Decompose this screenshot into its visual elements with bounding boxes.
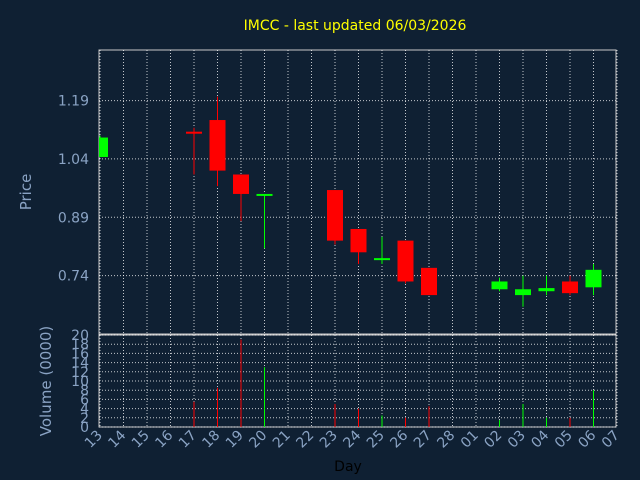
- candle-body: [397, 240, 414, 282]
- volume-tick-label: 20: [71, 328, 89, 344]
- x-tick-label: 19: [223, 428, 247, 452]
- x-tick-label: 15: [129, 428, 153, 452]
- volume-tick-label: 6: [80, 392, 89, 408]
- volume-tick-label: 2: [80, 411, 89, 427]
- x-tick-label: 18: [199, 428, 223, 452]
- volume-tick-label: 12: [71, 365, 89, 381]
- x-tick-label: 03: [505, 428, 529, 452]
- volume-tick-label: 4: [80, 402, 89, 418]
- x-tick-label: 02: [481, 428, 505, 452]
- price-panel: [98, 49, 617, 335]
- price-tick-label: 0.89: [58, 210, 89, 226]
- x-tick-label: 24: [340, 427, 364, 451]
- x-tick-label: 01: [458, 428, 482, 452]
- candle-body: [186, 131, 202, 134]
- candle-body: [327, 190, 343, 241]
- x-tick-label: 16: [152, 427, 176, 451]
- price-tick-label: 0.74: [58, 269, 89, 285]
- x-axis-label: Day: [334, 459, 362, 475]
- candles: [99, 96, 602, 307]
- candle-body: [562, 281, 578, 294]
- price-tick-label: 1.19: [58, 94, 89, 110]
- volume-tick-label: 0: [80, 420, 89, 436]
- x-tick-labels: 13 14 15 16 17 18 19 20 21 22 23 24 25 26 27 28 01 02 03 04…: [82, 427, 623, 451]
- x-tick-label: 14: [105, 427, 129, 451]
- x-tick-label: 23: [317, 428, 341, 452]
- x-tick-label: 04: [528, 427, 552, 451]
- volume-tick-label: 16: [71, 346, 89, 362]
- x-tick-label: 21: [270, 428, 294, 452]
- candle-body: [233, 174, 249, 194]
- candle-body: [374, 258, 390, 261]
- candle-body: [515, 289, 531, 296]
- volume-tick-label: 10: [71, 374, 89, 390]
- price-tick-label: 1.04: [58, 152, 89, 168]
- candle-body: [585, 269, 602, 288]
- x-tick-label: 27: [411, 428, 435, 452]
- candle-body: [538, 288, 555, 292]
- volume-axis-label: Volume (0000): [37, 326, 55, 436]
- volume-bars: [193, 339, 594, 427]
- x-tick-label: 06: [575, 427, 599, 451]
- candle-body: [491, 281, 508, 290]
- x-tick-label: 20: [246, 428, 270, 452]
- candle-body: [421, 267, 437, 296]
- price-axis-label: Price: [17, 174, 35, 211]
- x-tick-label: 07: [599, 428, 623, 452]
- x-tick-label: 05: [552, 428, 576, 452]
- candle-body: [209, 120, 226, 171]
- candle-body: [256, 193, 273, 196]
- x-tick-label: 17: [176, 428, 200, 452]
- volume-tick-label: 18: [71, 337, 89, 353]
- chart-title: IMCC - last updated 06/03/2026: [244, 18, 467, 34]
- x-tick-label: 28: [434, 428, 458, 452]
- candle-body: [99, 137, 108, 157]
- x-tick-label: 22: [293, 428, 317, 452]
- x-tick-label: 25: [364, 428, 388, 452]
- candle-body: [350, 228, 367, 253]
- volume-tick-label: 14: [71, 356, 89, 372]
- x-tick-label: 26: [387, 427, 411, 451]
- volume-tick-label: 8: [80, 383, 89, 399]
